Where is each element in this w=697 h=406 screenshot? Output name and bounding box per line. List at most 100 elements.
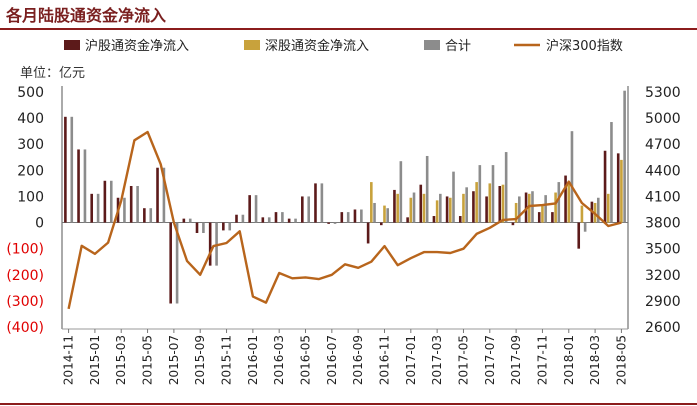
bar-total xyxy=(439,193,442,223)
y-left-tick-label: (300) xyxy=(6,294,44,310)
legend-swatch xyxy=(244,40,260,50)
x-tick-label: 2017-09 xyxy=(509,335,523,385)
bar-hgt xyxy=(393,189,396,223)
unit-label: 单位：亿元 xyxy=(20,66,86,81)
bar-total xyxy=(149,208,153,223)
bar-hgt xyxy=(366,222,370,244)
bar-total xyxy=(136,186,139,223)
bar-total xyxy=(491,165,495,223)
bar-total xyxy=(478,165,482,223)
bar-total xyxy=(109,180,113,223)
bar-total xyxy=(202,222,205,233)
bar-sgt xyxy=(449,197,452,223)
legend-swatch xyxy=(64,40,80,50)
bar-total xyxy=(281,212,284,223)
bar-hgt xyxy=(90,193,94,223)
bar-sgt xyxy=(567,183,571,223)
bar-hgt xyxy=(379,222,383,226)
x-tick-label: 2016-03 xyxy=(272,335,286,385)
bar-sgt xyxy=(435,200,439,223)
x-tick-label: 2017-05 xyxy=(456,335,470,385)
bar-total xyxy=(175,222,179,304)
bar-sgt xyxy=(462,193,465,223)
bar-hgt xyxy=(77,149,80,223)
x-tick-label: 2018-05 xyxy=(614,335,628,385)
bar-hgt xyxy=(274,212,278,223)
bar-hgt xyxy=(182,218,186,223)
y-left-tick-label: 100 xyxy=(17,189,44,205)
x-tick-label: 2016-09 xyxy=(351,335,365,385)
bar-total xyxy=(307,196,311,223)
legend-label: 沪深300指数 xyxy=(546,38,623,54)
bar-total xyxy=(333,222,337,224)
bar-hgt xyxy=(129,186,133,223)
bar-hgt xyxy=(564,175,567,223)
bar-hgt xyxy=(472,191,475,223)
bar-total xyxy=(373,202,376,223)
index-line-path xyxy=(67,130,622,310)
x-tick-label: 2016-07 xyxy=(325,335,339,385)
index-line xyxy=(67,130,622,310)
bar-sgt xyxy=(527,193,531,223)
x-tick-label: 2015-05 xyxy=(141,335,155,385)
bar-hgt xyxy=(156,167,159,223)
bar-hgt xyxy=(419,184,423,223)
bar-sgt xyxy=(620,159,623,223)
bar-sgt xyxy=(501,184,505,223)
bar-total xyxy=(228,222,232,231)
bar-hgt xyxy=(432,216,436,223)
y-right-tick-label: 3200 xyxy=(645,268,681,284)
y-left-tick-label: 500 xyxy=(17,85,44,101)
x-tick-label: 2016-01 xyxy=(246,335,260,385)
y-right-tick-label: 4700 xyxy=(645,137,681,153)
bar-total xyxy=(504,152,508,223)
bar-sgt xyxy=(383,205,386,223)
bar-hgt xyxy=(103,180,107,223)
bar-hgt xyxy=(577,222,581,249)
legend-swatch xyxy=(424,40,440,50)
bar-sgt xyxy=(409,197,413,223)
bar-total xyxy=(544,195,547,223)
legend-label: 深股通资金净流入 xyxy=(265,38,369,54)
bar-total xyxy=(518,196,521,223)
bar-total xyxy=(267,217,271,223)
title-underline xyxy=(0,28,697,30)
x-tick-label: 2018-03 xyxy=(588,335,602,385)
bar-sgt xyxy=(554,192,557,223)
y-left-tick-label: 200 xyxy=(17,163,44,179)
bar-hgt xyxy=(287,218,291,223)
legend-label: 沪股通资金净流入 xyxy=(85,38,189,54)
x-tick-label: 2017-03 xyxy=(430,335,444,385)
bar-total xyxy=(188,218,192,223)
x-tick-label: 2016-05 xyxy=(299,335,313,385)
bar-total xyxy=(254,195,258,223)
bar-sgt xyxy=(541,205,544,223)
x-tick-label: 2018-01 xyxy=(562,335,576,385)
bar-hgt xyxy=(208,222,212,266)
bar-hgt xyxy=(314,183,317,223)
y-right-tick-label: 3800 xyxy=(645,216,681,232)
bar-hgt xyxy=(498,186,502,223)
x-tick-label: 2017-11 xyxy=(535,335,549,385)
chart-title: 各月陆股通资金净流入 xyxy=(6,6,167,25)
bar-total xyxy=(425,155,429,223)
bar-total xyxy=(412,192,416,223)
y-right-tick-label: 5000 xyxy=(645,111,681,127)
y-left-tick-label: 400 xyxy=(17,111,44,127)
x-tick-label: 2015-11 xyxy=(220,335,234,385)
x-tick-label: 2015-09 xyxy=(193,335,207,385)
bar-hgt xyxy=(64,116,67,223)
bar-total xyxy=(215,222,218,266)
bar-total xyxy=(294,218,297,223)
bar-total xyxy=(610,122,613,223)
bar-total xyxy=(241,214,245,223)
x-tick-label: 2015-03 xyxy=(114,335,128,385)
bar-total xyxy=(346,212,350,223)
bar-total xyxy=(570,131,574,223)
bar-total xyxy=(399,161,403,223)
y-left-tick-label: 0 xyxy=(35,216,44,232)
y-left-tick-label: 300 xyxy=(17,137,44,153)
bar-hgt xyxy=(406,217,409,223)
y-right-tick-label: 3500 xyxy=(645,242,681,258)
